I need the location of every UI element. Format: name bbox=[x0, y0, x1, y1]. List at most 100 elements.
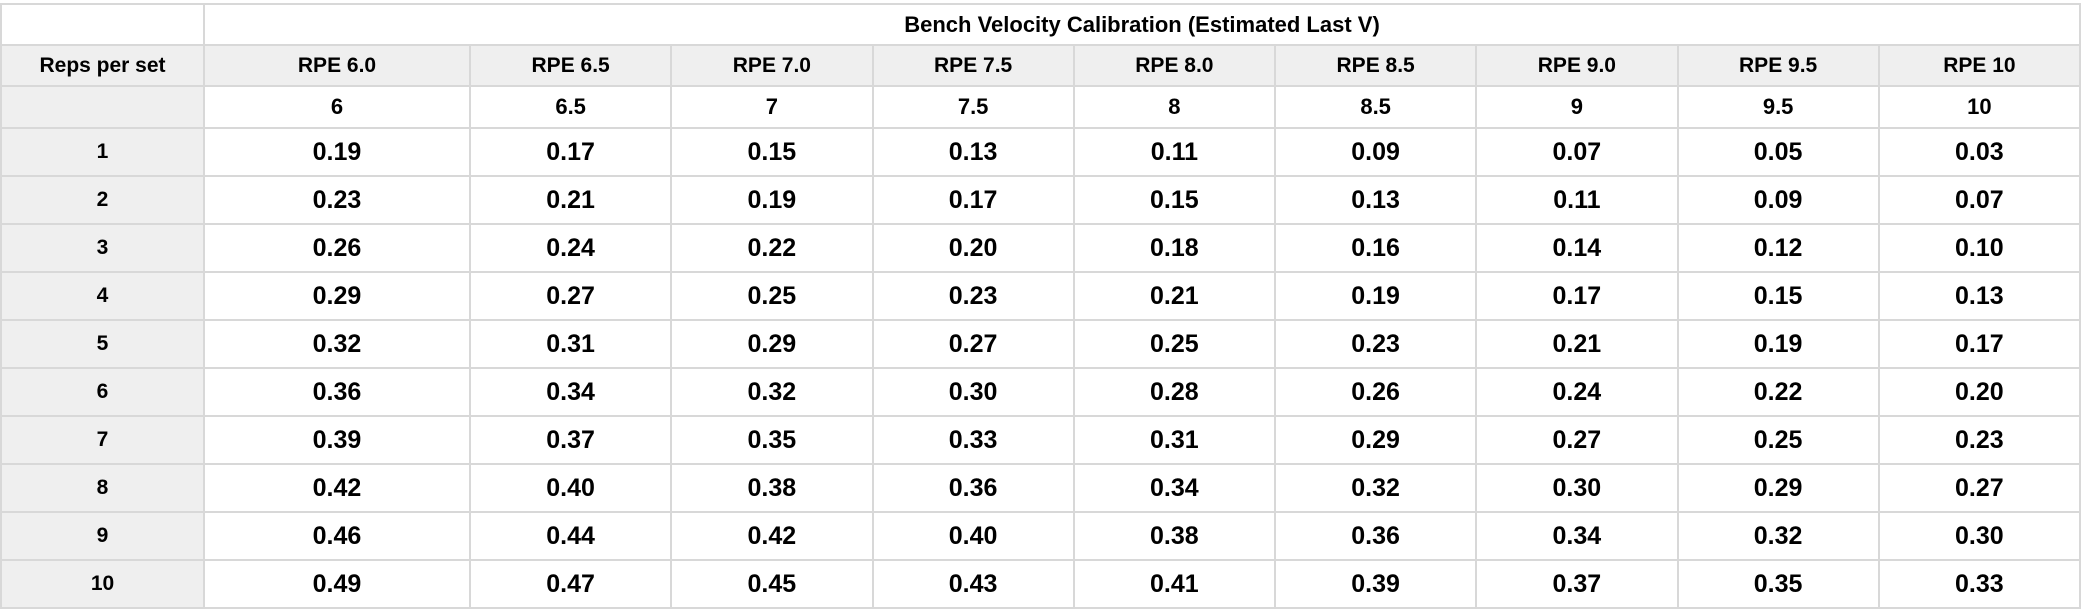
velocity-cell[interactable]: 0.29 bbox=[670, 319, 874, 369]
velocity-cell[interactable]: 0.43 bbox=[871, 559, 1075, 609]
rep-row-header[interactable]: 4 bbox=[0, 271, 205, 321]
velocity-cell[interactable]: 0.27 bbox=[1877, 463, 2082, 513]
velocity-cell[interactable]: 0.45 bbox=[670, 559, 874, 609]
velocity-cell[interactable]: 0.30 bbox=[871, 367, 1075, 417]
velocity-cell[interactable]: 0.23 bbox=[1273, 319, 1478, 369]
table-title[interactable]: Bench Velocity Calibration (Estimated La… bbox=[203, 3, 2081, 46]
velocity-cell[interactable]: 0.34 bbox=[1475, 511, 1679, 561]
velocity-cell[interactable]: 0.19 bbox=[203, 127, 471, 177]
velocity-cell[interactable]: 0.40 bbox=[468, 463, 673, 513]
rep-row-header[interactable]: 10 bbox=[0, 559, 205, 609]
velocity-cell[interactable]: 0.22 bbox=[1676, 367, 1880, 417]
velocity-cell[interactable]: 0.23 bbox=[871, 271, 1075, 321]
rpe-value-cell[interactable]: 7.5 bbox=[871, 85, 1075, 129]
rep-row-header[interactable]: 5 bbox=[0, 319, 205, 369]
velocity-cell[interactable]: 0.14 bbox=[1475, 223, 1679, 273]
velocity-cell[interactable]: 0.07 bbox=[1475, 127, 1679, 177]
velocity-cell[interactable]: 0.03 bbox=[1877, 127, 2082, 177]
column-header-rpe[interactable]: RPE 7.0 bbox=[670, 44, 874, 87]
velocity-cell[interactable]: 0.17 bbox=[468, 127, 673, 177]
velocity-cell[interactable]: 0.31 bbox=[1072, 415, 1277, 465]
rep-row-header[interactable]: 2 bbox=[0, 175, 205, 225]
rep-row-header[interactable]: 7 bbox=[0, 415, 205, 465]
velocity-cell[interactable]: 0.20 bbox=[871, 223, 1075, 273]
column-header-rpe[interactable]: RPE 9.5 bbox=[1676, 44, 1880, 87]
velocity-cell[interactable]: 0.35 bbox=[670, 415, 874, 465]
velocity-cell[interactable]: 0.36 bbox=[1273, 511, 1478, 561]
velocity-cell[interactable]: 0.36 bbox=[203, 367, 471, 417]
rpe-value-cell[interactable]: 9.5 bbox=[1676, 85, 1880, 129]
velocity-cell[interactable]: 0.05 bbox=[1676, 127, 1880, 177]
velocity-cell[interactable]: 0.12 bbox=[1676, 223, 1880, 273]
velocity-cell[interactable]: 0.29 bbox=[1273, 415, 1478, 465]
velocity-cell[interactable]: 0.20 bbox=[1877, 367, 2082, 417]
velocity-cell[interactable]: 0.35 bbox=[1676, 559, 1880, 609]
rep-row-header[interactable]: 6 bbox=[0, 367, 205, 417]
velocity-cell[interactable]: 0.18 bbox=[1072, 223, 1277, 273]
velocity-cell[interactable]: 0.23 bbox=[203, 175, 471, 225]
velocity-cell[interactable]: 0.32 bbox=[1676, 511, 1880, 561]
rep-row-header[interactable]: 3 bbox=[0, 223, 205, 273]
rpe-value-cell[interactable]: 8 bbox=[1072, 85, 1277, 129]
velocity-cell[interactable]: 0.19 bbox=[1676, 319, 1880, 369]
velocity-cell[interactable]: 0.42 bbox=[203, 463, 471, 513]
velocity-cell[interactable]: 0.24 bbox=[1475, 367, 1679, 417]
velocity-cell[interactable]: 0.27 bbox=[1475, 415, 1679, 465]
column-header-rpe[interactable]: RPE 8.5 bbox=[1273, 44, 1478, 87]
velocity-cell[interactable]: 0.13 bbox=[1877, 271, 2082, 321]
blank-cell[interactable] bbox=[0, 85, 205, 129]
velocity-cell[interactable]: 0.21 bbox=[1072, 271, 1277, 321]
column-header-rpe[interactable]: RPE 10 bbox=[1877, 44, 2082, 87]
velocity-cell[interactable]: 0.30 bbox=[1877, 511, 2082, 561]
velocity-cell[interactable]: 0.16 bbox=[1273, 223, 1478, 273]
rpe-value-cell[interactable]: 8.5 bbox=[1273, 85, 1478, 129]
velocity-cell[interactable]: 0.25 bbox=[1072, 319, 1277, 369]
rpe-value-cell[interactable]: 7 bbox=[670, 85, 874, 129]
velocity-cell[interactable]: 0.25 bbox=[1676, 415, 1880, 465]
velocity-cell[interactable]: 0.34 bbox=[468, 367, 673, 417]
column-header-rpe[interactable]: RPE 9.0 bbox=[1475, 44, 1679, 87]
velocity-cell[interactable]: 0.34 bbox=[1072, 463, 1277, 513]
velocity-cell[interactable]: 0.46 bbox=[203, 511, 471, 561]
velocity-cell[interactable]: 0.27 bbox=[468, 271, 673, 321]
velocity-cell[interactable]: 0.38 bbox=[670, 463, 874, 513]
velocity-cell[interactable]: 0.28 bbox=[1072, 367, 1277, 417]
velocity-cell[interactable]: 0.37 bbox=[468, 415, 673, 465]
velocity-cell[interactable]: 0.26 bbox=[203, 223, 471, 273]
velocity-cell[interactable]: 0.23 bbox=[1877, 415, 2082, 465]
velocity-cell[interactable]: 0.29 bbox=[203, 271, 471, 321]
velocity-cell[interactable]: 0.36 bbox=[871, 463, 1075, 513]
velocity-cell[interactable]: 0.31 bbox=[468, 319, 673, 369]
velocity-cell[interactable]: 0.27 bbox=[871, 319, 1075, 369]
velocity-cell[interactable]: 0.49 bbox=[203, 559, 471, 609]
velocity-cell[interactable]: 0.37 bbox=[1475, 559, 1679, 609]
velocity-cell[interactable]: 0.11 bbox=[1072, 127, 1277, 177]
velocity-cell[interactable]: 0.13 bbox=[871, 127, 1075, 177]
velocity-cell[interactable]: 0.32 bbox=[203, 319, 471, 369]
velocity-cell[interactable]: 0.09 bbox=[1273, 127, 1478, 177]
velocity-cell[interactable]: 0.32 bbox=[670, 367, 874, 417]
column-header-rpe[interactable]: RPE 6.5 bbox=[468, 44, 673, 87]
velocity-cell[interactable]: 0.39 bbox=[1273, 559, 1478, 609]
velocity-cell[interactable]: 0.26 bbox=[1273, 367, 1478, 417]
velocity-cell[interactable]: 0.15 bbox=[1072, 175, 1277, 225]
velocity-cell[interactable]: 0.44 bbox=[468, 511, 673, 561]
velocity-cell[interactable]: 0.30 bbox=[1475, 463, 1679, 513]
velocity-cell[interactable]: 0.15 bbox=[670, 127, 874, 177]
velocity-cell[interactable]: 0.19 bbox=[1273, 271, 1478, 321]
rpe-value-cell[interactable]: 9 bbox=[1475, 85, 1679, 129]
rep-row-header[interactable]: 8 bbox=[0, 463, 205, 513]
column-header-rpe[interactable]: RPE 6.0 bbox=[203, 44, 471, 87]
velocity-cell[interactable]: 0.25 bbox=[670, 271, 874, 321]
blank-corner-cell[interactable] bbox=[0, 3, 205, 46]
velocity-cell[interactable]: 0.17 bbox=[1475, 271, 1679, 321]
velocity-cell[interactable]: 0.21 bbox=[1475, 319, 1679, 369]
velocity-cell[interactable]: 0.19 bbox=[670, 175, 874, 225]
velocity-cell[interactable]: 0.17 bbox=[1877, 319, 2082, 369]
column-header-rpe[interactable]: RPE 7.5 bbox=[871, 44, 1075, 87]
rpe-value-cell[interactable]: 10 bbox=[1877, 85, 2082, 129]
velocity-cell[interactable]: 0.29 bbox=[1676, 463, 1880, 513]
velocity-cell[interactable]: 0.47 bbox=[468, 559, 673, 609]
velocity-cell[interactable]: 0.21 bbox=[468, 175, 673, 225]
velocity-cell[interactable]: 0.17 bbox=[871, 175, 1075, 225]
